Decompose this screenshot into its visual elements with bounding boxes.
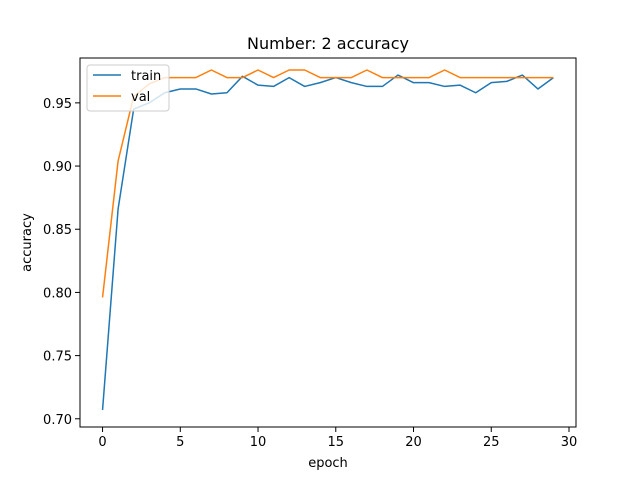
y-axis-label: accuracy xyxy=(20,213,35,272)
y-tick-label: 0.90 xyxy=(43,160,72,175)
legend: train val xyxy=(86,64,170,112)
chart-title: Number: 2 accuracy xyxy=(247,34,409,53)
y-tick-label: 0.80 xyxy=(43,286,72,301)
x-tick-label: 5 xyxy=(176,435,184,450)
plot-frame xyxy=(79,57,577,428)
legend-box xyxy=(86,64,170,112)
x-tick-label: 0 xyxy=(98,435,106,450)
y-tick-label: 0.85 xyxy=(43,223,72,238)
x-tick-label: 10 xyxy=(250,435,267,450)
y-tick-label: 0.95 xyxy=(43,97,72,112)
y-axis-ticks: 0.70 0.75 0.80 0.85 0.90 0.95 xyxy=(43,97,80,428)
series-line-train xyxy=(101,74,554,410)
x-tick-label: 25 xyxy=(483,435,500,450)
series-line-val xyxy=(101,69,554,298)
y-tick-label: 0.75 xyxy=(43,350,72,365)
x-axis-label: epoch xyxy=(308,456,348,471)
plot-lines xyxy=(101,69,554,410)
x-tick-label: 30 xyxy=(561,435,578,450)
legend-label-val: val xyxy=(131,90,150,105)
x-axis-ticks: 0 5 10 15 20 25 30 xyxy=(98,427,577,450)
x-tick-label: 15 xyxy=(328,435,345,450)
legend-label-train: train xyxy=(131,69,161,84)
x-tick-label: 20 xyxy=(405,435,422,450)
y-tick-label: 0.70 xyxy=(43,413,72,428)
